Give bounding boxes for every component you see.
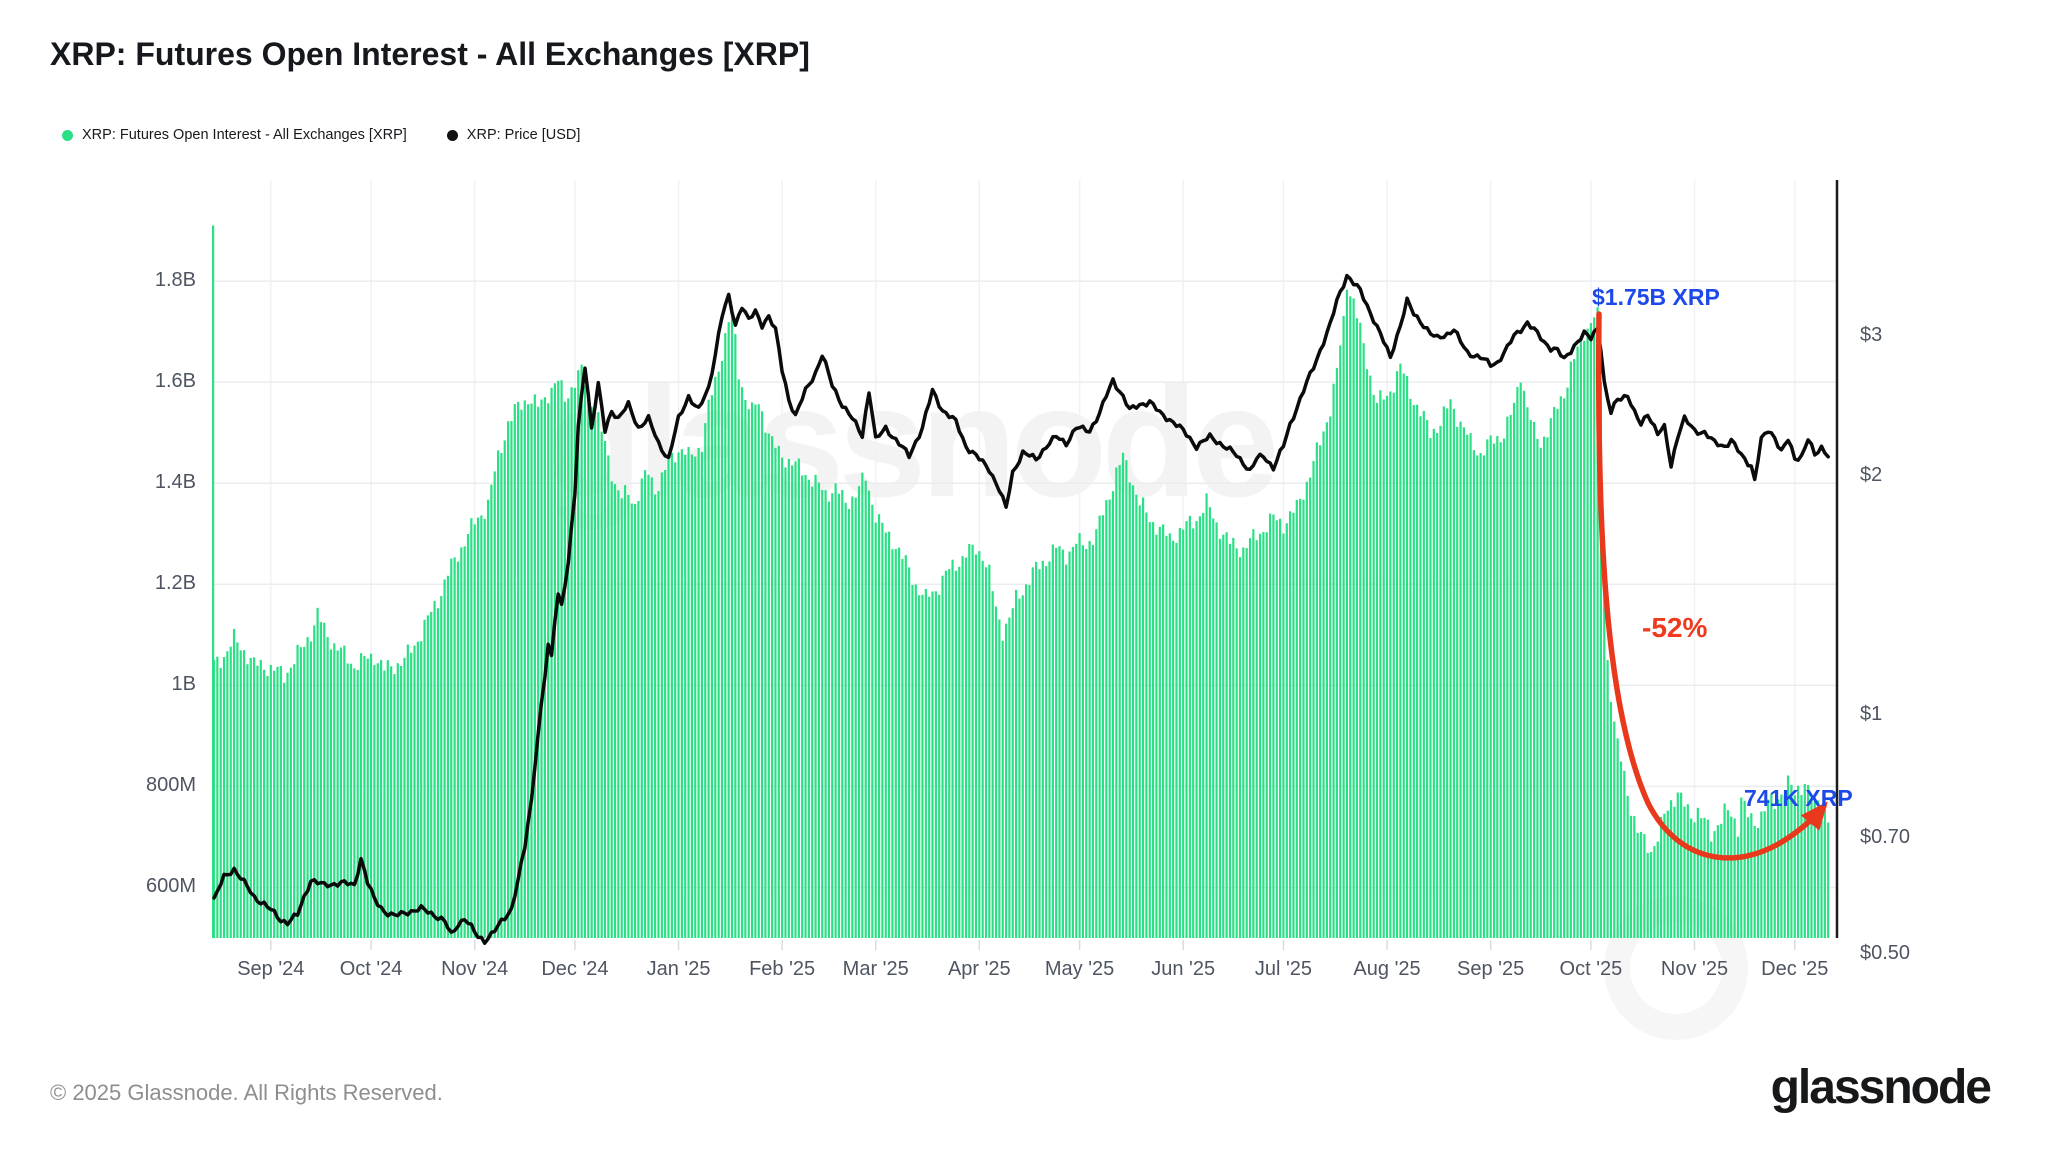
legend-item-price[interactable]: XRP: Price [USD] bbox=[446, 127, 581, 143]
x-axis-label-month: Dec '25 bbox=[1761, 958, 1829, 980]
annotation-end-value: 741K XRP bbox=[1744, 785, 1853, 811]
x-axis-label-month: Sep '24 bbox=[237, 958, 305, 980]
y-axis-label-price: $1 bbox=[1860, 703, 1883, 725]
legend-dot-green-icon bbox=[62, 129, 73, 141]
x-axis-label-month: Oct '24 bbox=[339, 958, 403, 980]
x-axis-label-month: Jul '25 bbox=[1254, 958, 1313, 980]
x-axis-label-month: Oct '25 bbox=[1559, 958, 1623, 980]
y-axis-label-oi: 1B bbox=[171, 673, 196, 696]
x-axis-label-month: Jan '25 bbox=[646, 958, 711, 980]
x-axis-label-month: Nov '24 bbox=[441, 958, 509, 980]
y-axis-label-price: $0.50 bbox=[1860, 942, 1911, 965]
page-title: XRP: Futures Open Interest - All Exchang… bbox=[50, 36, 810, 72]
price-line-series bbox=[212, 273, 1830, 945]
copyright-text: © 2025 Glassnode. All Rights Reserved. bbox=[50, 1080, 443, 1105]
glassnode-logo: glassnode bbox=[1770, 1061, 1992, 1114]
x-axis-label-month: Mar '25 bbox=[842, 958, 909, 980]
legend-label-price: XRP: Price [USD] bbox=[466, 127, 581, 143]
x-axis-label-month: Sep '25 bbox=[1457, 958, 1525, 980]
y-axis-label-oi: 800M bbox=[145, 774, 196, 797]
y-axis-label-oi: 1.8B bbox=[154, 269, 196, 292]
oi-bars-series bbox=[212, 225, 1830, 939]
x-axis-label-month: May '25 bbox=[1044, 958, 1115, 980]
y-axis-label-oi: 600M bbox=[145, 875, 196, 898]
y-axis-label-oi: 1.6B bbox=[154, 370, 196, 393]
annotation-drop-percent: -52% bbox=[1642, 612, 1708, 643]
y-axis-label-price: $0.70 bbox=[1860, 825, 1911, 848]
x-axis-label-month: Dec '24 bbox=[541, 958, 609, 980]
chart-legend: XRP: Futures Open Interest - All Exchang… bbox=[62, 127, 580, 143]
x-axis-label-month: Aug '25 bbox=[1353, 958, 1421, 980]
y-axis-label-oi: 1.2B bbox=[154, 572, 196, 595]
x-axis-label-month: Jun '25 bbox=[1151, 958, 1216, 980]
drop-recovery-arrow-icon bbox=[1595, 311, 1828, 861]
y-axis-label-oi: 1.4B bbox=[154, 471, 196, 494]
y-axis-label-price: $3 bbox=[1860, 324, 1883, 347]
x-axis-label-month: Apr '25 bbox=[947, 958, 1011, 980]
x-axis-ticks bbox=[270, 940, 1796, 950]
legend-item-open-interest[interactable]: XRP: Futures Open Interest - All Exchang… bbox=[62, 127, 407, 143]
x-axis-label-month: Feb '25 bbox=[749, 958, 816, 980]
x-axis-label-month: Nov '25 bbox=[1660, 958, 1729, 980]
annotation-peak-value: $1.75B XRP bbox=[1592, 284, 1720, 310]
y-axis-label-price: $2 bbox=[1860, 463, 1883, 486]
legend-dot-black-icon bbox=[446, 129, 458, 141]
legend-label-open-interest: XRP: Futures Open Interest - All Exchang… bbox=[82, 127, 407, 143]
